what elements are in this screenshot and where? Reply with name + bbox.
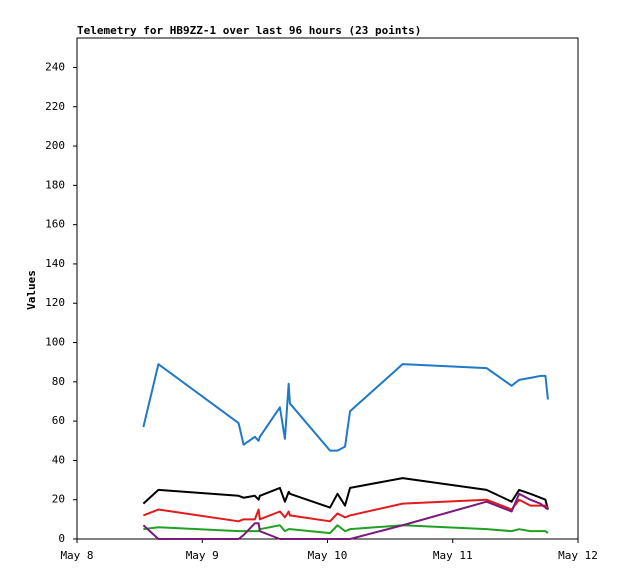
y-tick-label: 140 [45,257,65,270]
y-tick-label: 40 [52,453,65,466]
series-line [142,477,549,510]
series-line [143,498,549,523]
y-tick-label: 100 [45,336,65,349]
y-tick-label: 180 [45,178,65,191]
x-tick-label: May 9 [186,549,219,562]
chart-title: Telemetry for HB9ZZ-1 over last 96 hours… [77,24,421,37]
x-tick-label: May 10 [308,549,348,562]
series-line [142,363,549,452]
x-tick-label: May 8 [60,549,93,562]
plot-frame [76,37,579,540]
y-tick-label: 200 [45,139,65,152]
y-tick-label: 120 [45,296,65,309]
series-line [143,524,549,535]
y-tick-label: 80 [52,375,65,388]
x-tick-label: May 12 [558,549,598,562]
series-line [142,492,549,540]
y-tick-label: 60 [52,414,65,427]
y-tick-label: 220 [45,100,65,113]
y-tick-label: 160 [45,218,65,231]
y-tick-label: 0 [58,532,65,545]
x-tick-label: May 11 [433,549,473,562]
y-axis-label: Values [25,270,38,310]
y-tick-label: 240 [45,60,65,73]
y-tick-label: 20 [52,493,65,506]
